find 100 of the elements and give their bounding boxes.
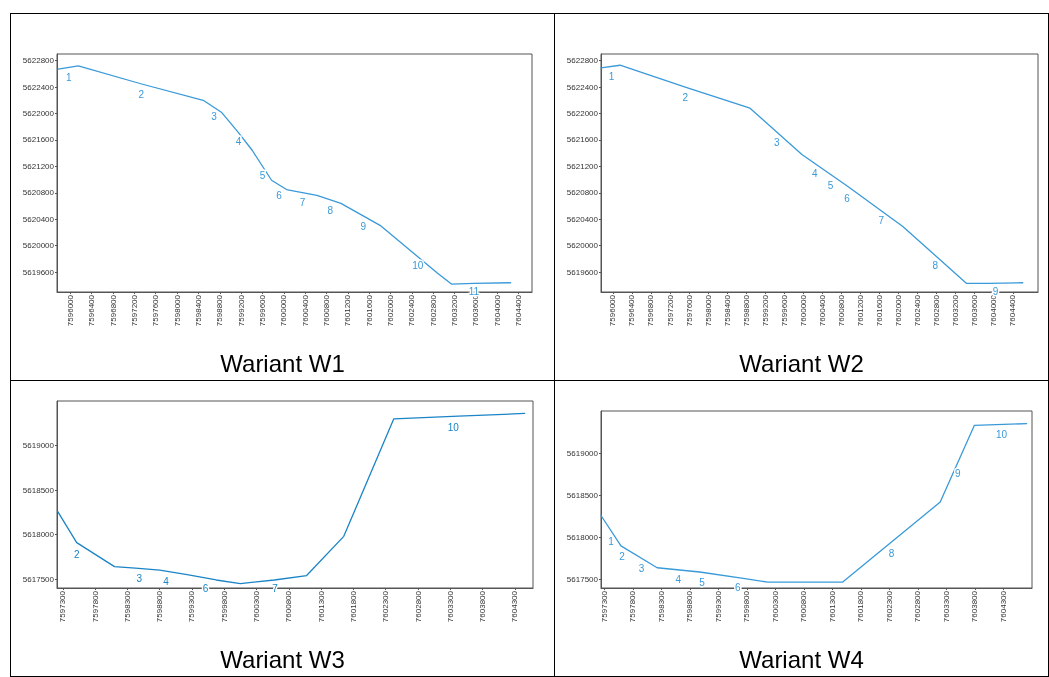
x-tick-label: 7598800 (155, 590, 165, 623)
y-tick-label: 5621200 (566, 161, 599, 171)
x-tick-label: 7602400 (407, 294, 417, 327)
x-tick-label: 7600400 (300, 294, 310, 327)
annotation: 5 (827, 179, 834, 191)
x-tick-label: 7603800 (970, 590, 980, 623)
x-tick-label: 7601600 (874, 294, 884, 327)
y-tick-label: 5622000 (22, 109, 55, 118)
x-tick-label: 7601300 (827, 590, 837, 623)
x-tick-label: 7599200 (236, 294, 246, 327)
y-tick-label: 5617500 (566, 575, 599, 585)
x-tick-label: 7599600 (779, 294, 789, 327)
annotation: 6 (202, 583, 209, 595)
annotation: 4 (811, 167, 818, 179)
x-tick-label: 7601200 (343, 294, 353, 327)
x-tick-label: 7604300 (998, 590, 1008, 623)
x-tick-label: 7604400 (1008, 294, 1018, 327)
x-tick-label: 7596000 (608, 294, 618, 327)
text: Wariant W4 (739, 645, 864, 673)
y-tick-label: 5620400 (22, 214, 55, 224)
x-tick-label: 7597300 (58, 590, 68, 623)
annotation: 2 (73, 549, 80, 561)
y-tick-label: 5619600 (22, 267, 55, 277)
x-tick-label: 7599800 (219, 590, 229, 623)
annotation: 2 (138, 88, 145, 100)
x-tick-label: 7596400 (627, 294, 637, 327)
x-tick-label: 7597300 (599, 590, 609, 623)
x-tick-label: 7601800 (856, 590, 866, 623)
x-tick-label: 7600400 (817, 294, 827, 327)
annotation: 1 (65, 72, 72, 84)
y-tick-label: 5618000 (22, 530, 55, 540)
x-tick-label: 7598000 (172, 294, 182, 327)
x-tick-label: 7603200 (951, 294, 961, 327)
x-tick-label: 7596800 (646, 294, 656, 327)
x-tick-label: 7601200 (855, 294, 865, 327)
x-tick-label: 7603600 (970, 294, 980, 327)
x-tick-label: 7602800 (413, 590, 423, 623)
annotation: 1 (608, 70, 615, 82)
x-tick-label: 7597200 (129, 294, 139, 327)
annotation: 8 (932, 259, 939, 271)
x-tick-label: 7603300 (941, 590, 951, 623)
y-tick-label: 5622800 (566, 56, 599, 66)
x-tick-label: 7601800 (348, 590, 358, 623)
y-tick-label: 5620000 (22, 241, 55, 251)
annotation: 6 (276, 189, 283, 201)
y-tick-label: 5620400 (566, 214, 599, 224)
x-tick-label: 7599200 (760, 294, 770, 327)
y-tick-label: 5618500 (22, 485, 55, 495)
x-tick-label: 7602000 (894, 294, 904, 327)
x-tick-label: 7600800 (799, 590, 809, 623)
x-tick-label: 7604400 (514, 294, 524, 327)
x-tick-label: 7598800 (685, 590, 695, 623)
x-tick-label: 7598300 (122, 590, 132, 623)
x-tick-label: 7604000 (492, 294, 502, 327)
line-series (57, 412, 526, 585)
annotation: 8 (888, 548, 895, 560)
annotation: 3 (136, 573, 143, 585)
annotation: 4 (675, 574, 682, 586)
annotation: 9 (360, 221, 367, 233)
annotation: 7 (878, 215, 885, 227)
y-tick-label: 5618000 (566, 532, 599, 542)
x-tick-label: 7599300 (713, 590, 723, 623)
annotation: 2 (619, 550, 626, 562)
x-tick-label: 7599800 (742, 590, 752, 623)
x-tick-label: 7598800 (215, 294, 225, 327)
x-tick-label: 7597200 (665, 294, 675, 327)
x-tick-label: 7598400 (722, 294, 732, 327)
annotation: 5 (259, 169, 266, 181)
text: Wariant W3 (220, 645, 345, 673)
y-tick-label: 5620000 (566, 241, 599, 251)
annotation: 6 (735, 581, 742, 593)
x-tick-label: 7596000 (65, 294, 75, 327)
x-tick-label: 7602800 (913, 590, 923, 623)
x-tick-label: 7600800 (322, 294, 332, 327)
x-tick-label: 7598000 (703, 294, 713, 327)
y-tick-label: 5617500 (22, 574, 55, 584)
annotation: 3 (638, 563, 645, 575)
x-tick-label: 7602300 (381, 590, 391, 623)
y-tick-label: 5622400 (22, 82, 55, 92)
y-tick-label: 5622000 (566, 109, 599, 118)
x-tick-label: 7597800 (90, 590, 100, 623)
x-tick-label: 7596400 (87, 294, 97, 327)
x-tick-label: 7600000 (279, 294, 289, 327)
y-tick-label: 5619000 (566, 448, 599, 458)
annotation: 4 (163, 576, 170, 588)
y-tick-label: 5622800 (22, 56, 55, 66)
x-tick-label: 7604300 (510, 590, 520, 623)
x-tick-label: 7597800 (628, 590, 638, 623)
y-tick-label: 5621200 (22, 161, 55, 171)
x-tick-label: 7597600 (684, 294, 694, 327)
annotation: 4 (235, 136, 242, 148)
x-tick-label: 7599600 (257, 294, 267, 327)
x-tick-label: 7600800 (836, 294, 846, 327)
annotation: 3 (211, 111, 218, 123)
annotation: 8 (327, 204, 334, 216)
line-series (57, 65, 512, 285)
y-tick-label: 5621600 (22, 135, 55, 145)
x-tick-label: 7604000 (989, 294, 999, 327)
annotation: 10 (995, 429, 1008, 441)
annotation: 2 (682, 91, 689, 103)
